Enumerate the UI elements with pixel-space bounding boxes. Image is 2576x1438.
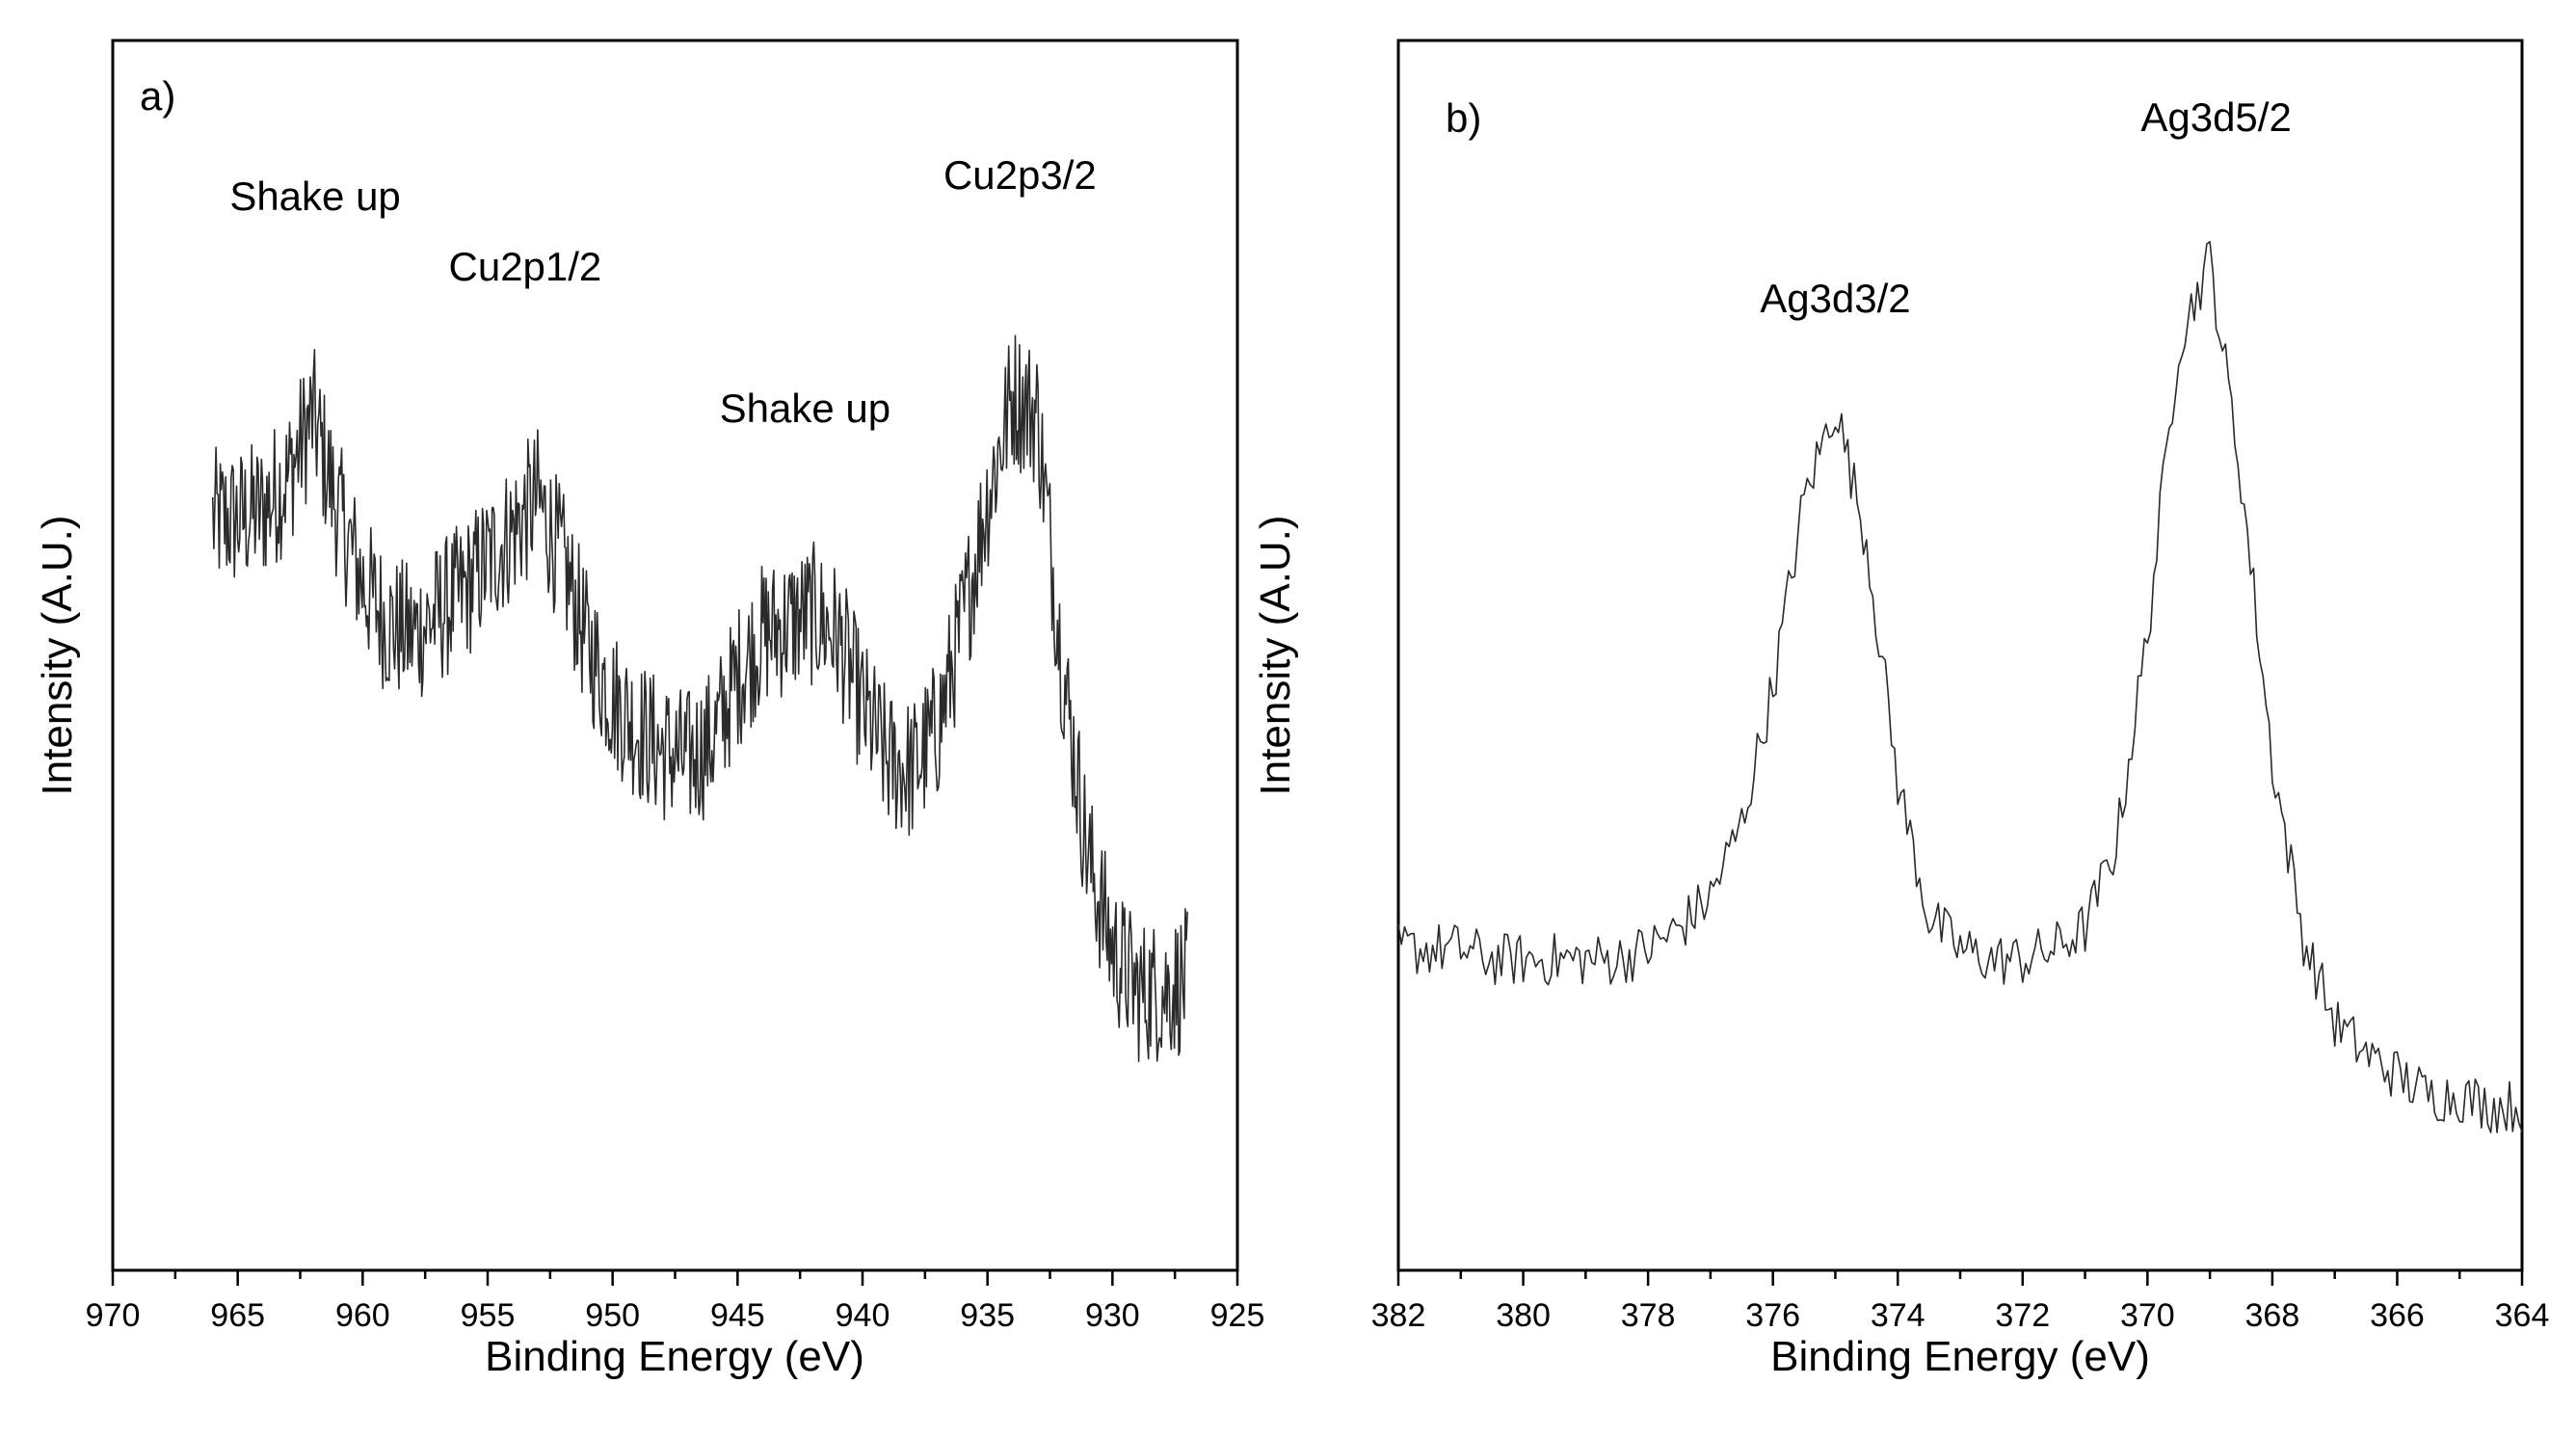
x-tick-label: 372: [1995, 1297, 2050, 1334]
x-tick-label: 378: [1621, 1297, 1676, 1334]
panel-b-x-ticks: [1396, 1270, 2524, 1286]
x-tick-label: 364: [2495, 1297, 2550, 1334]
x-tick-label: 370: [2120, 1297, 2175, 1334]
spectrum-line: [1397, 241, 2523, 1133]
x-tick-label: 945: [710, 1297, 765, 1334]
peak-label: Ag3d3/2: [1760, 276, 1910, 321]
x-tick-label: 955: [461, 1297, 516, 1334]
panel-a-x-ticks: [111, 1270, 1239, 1286]
peak-label: Shake up: [229, 173, 400, 219]
x-tick-label: 366: [2370, 1297, 2425, 1334]
panel-b-y-axis-label: Intensity (A.U.): [1252, 516, 1299, 796]
peak-label: Cu2p1/2: [449, 244, 602, 289]
x-tick-label: 382: [1371, 1297, 1426, 1334]
panel-a-x-tick-labels: 970 965 960 955 950 945 940 935 930 925: [86, 1297, 1265, 1334]
panel-b-x-axis-label: Binding Energy (eV): [1770, 1333, 2150, 1380]
panel-b-plot-frame: [1396, 39, 2524, 1272]
panel-a-y-axis-label: Intensity (A.U.): [34, 516, 81, 796]
x-tick-label: 970: [86, 1297, 141, 1334]
panel-b-label: b): [1446, 95, 1481, 141]
x-tick-label: 950: [585, 1297, 640, 1334]
panel-b-series: [1397, 241, 2523, 1133]
panel-a-chart: 970 965 960 955 950 945 940 935 930 925 a) Shake …: [34, 39, 1265, 1380]
peak-label: Cu2p3/2: [943, 152, 1097, 198]
x-tick-label: 925: [1210, 1297, 1265, 1334]
panel-b-x-tick-labels: 382 380 378 376 374 372 370 368 366 364: [1371, 1297, 2550, 1334]
panel-a-x-axis-label: Binding Energy (eV): [485, 1333, 864, 1380]
panel-b-chart: 382 380 378 376 374 372 370 368 366 364 b) Ag3d3/…: [1252, 39, 2550, 1380]
panel-a-series: [211, 334, 1188, 1063]
x-tick-label: 368: [2245, 1297, 2300, 1334]
x-tick-label: 930: [1085, 1297, 1140, 1334]
x-tick-label: 960: [335, 1297, 390, 1334]
peak-label: Ag3d5/2: [2140, 94, 2291, 140]
spectrum-line: [211, 334, 1188, 1063]
panel-a-plot-frame: [111, 39, 1239, 1272]
x-tick-label: 965: [210, 1297, 265, 1334]
x-tick-label: 940: [836, 1297, 890, 1334]
x-tick-label: 374: [1871, 1297, 1925, 1334]
x-tick-label: 935: [960, 1297, 1015, 1334]
peak-label: Shake up: [720, 386, 890, 431]
x-tick-label: 376: [1745, 1297, 1800, 1334]
panel-a-peak-annotations: Shake up Cu2p1/2 Shake up Cu2p3/2: [229, 152, 1096, 431]
panel-b-peak-annotations: Ag3d3/2 Ag3d5/2: [1760, 94, 2292, 321]
x-tick-label: 380: [1496, 1297, 1551, 1334]
panel-a-label: a): [140, 73, 175, 119]
